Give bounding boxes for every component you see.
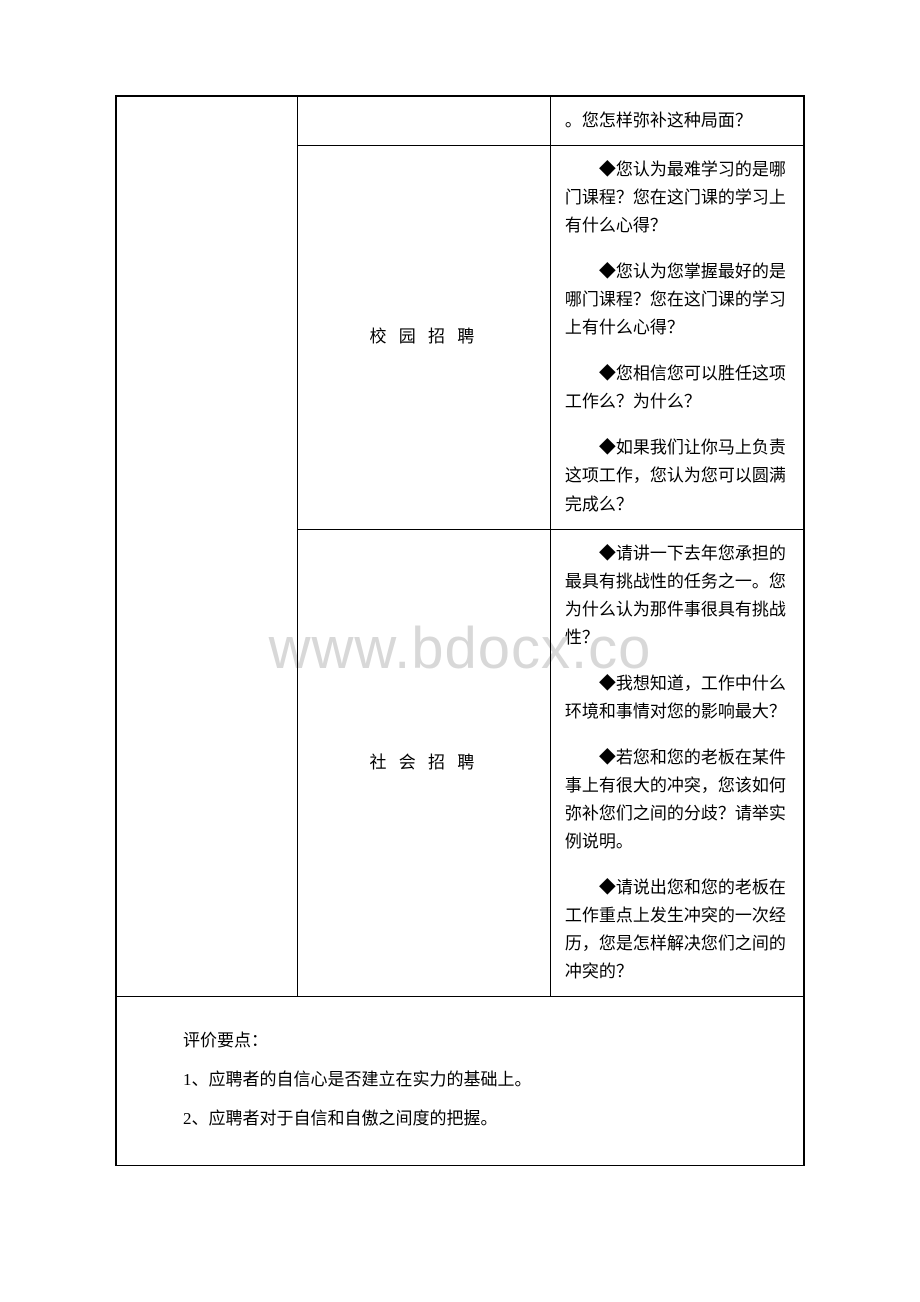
col2-cell-social: 社 会 招 聘 xyxy=(297,529,550,997)
notes-item: 2、应聘者对于自信和自傲之间度的把握。 xyxy=(149,1099,771,1138)
question-text: ◆您认为最难学习的是哪门课程？您在这门课的学习上有什么心得？ xyxy=(565,156,789,240)
question-text: ◆请讲一下去年您承担的最具有挑战性的任务之一。您为什么认为那件事很具有挑战性？ xyxy=(565,540,789,652)
question-text: ◆请说出您和您的老板在工作重点上发生冲突的一次经历，您是怎样解决您们之间的冲突的… xyxy=(565,874,789,986)
notes-cell: 评价要点： 1、应聘者的自信心是否建立在实力的基础上。 2、应聘者对于自信和自傲… xyxy=(117,997,804,1165)
col3-cell: 。您怎样弥补这种局面？ xyxy=(550,97,803,146)
col2-cell xyxy=(297,97,550,146)
col2-cell-campus: 校 园 招 聘 xyxy=(297,146,550,530)
question-text: ◆若您和您的老板在某件事上有很大的冲突，您该如何弥补您们之间的分歧？请举实例说明… xyxy=(565,744,789,856)
page-border: 。您怎样弥补这种局面？ 校 园 招 聘 ◆您认为最难学习的是哪门课程？您在这门课… xyxy=(115,95,805,1166)
notes-item: 1、应聘者的自信心是否建立在实力的基础上。 xyxy=(149,1060,771,1099)
notes-title: 评价要点： xyxy=(149,1021,771,1060)
question-text: 。您怎样弥补这种局面？ xyxy=(565,107,789,135)
question-text: ◆我想知道，工作中什么环境和事情对您的影响最大？ xyxy=(565,670,789,726)
table-row: 。您怎样弥补这种局面？ xyxy=(117,97,804,146)
content-wrapper: 。您怎样弥补这种局面？ 校 园 招 聘 ◆您认为最难学习的是哪门课程？您在这门课… xyxy=(115,95,805,1166)
notes-section: 评价要点： 1、应聘者的自信心是否建立在实力的基础上。 2、应聘者对于自信和自傲… xyxy=(125,1007,795,1154)
question-text: ◆如果我们让你马上负责这项工作，您认为您可以圆满完成么？ xyxy=(565,434,789,518)
col3-cell: ◆请讲一下去年您承担的最具有挑战性的任务之一。您为什么认为那件事很具有挑战性？ … xyxy=(550,529,803,997)
question-text: ◆您认为您掌握最好的是哪门课程？您在这门课的学习上有什么心得？ xyxy=(565,258,789,342)
question-text: ◆您相信您可以胜任这项工作么？为什么？ xyxy=(565,360,789,416)
col1-cell xyxy=(117,97,298,997)
table-row-notes: 评价要点： 1、应聘者的自信心是否建立在实力的基础上。 2、应聘者对于自信和自傲… xyxy=(117,997,804,1165)
main-table: 。您怎样弥补这种局面？ 校 园 招 聘 ◆您认为最难学习的是哪门课程？您在这门课… xyxy=(116,96,804,1165)
col3-cell: ◆您认为最难学习的是哪门课程？您在这门课的学习上有什么心得？ ◆您认为您掌握最好… xyxy=(550,146,803,530)
